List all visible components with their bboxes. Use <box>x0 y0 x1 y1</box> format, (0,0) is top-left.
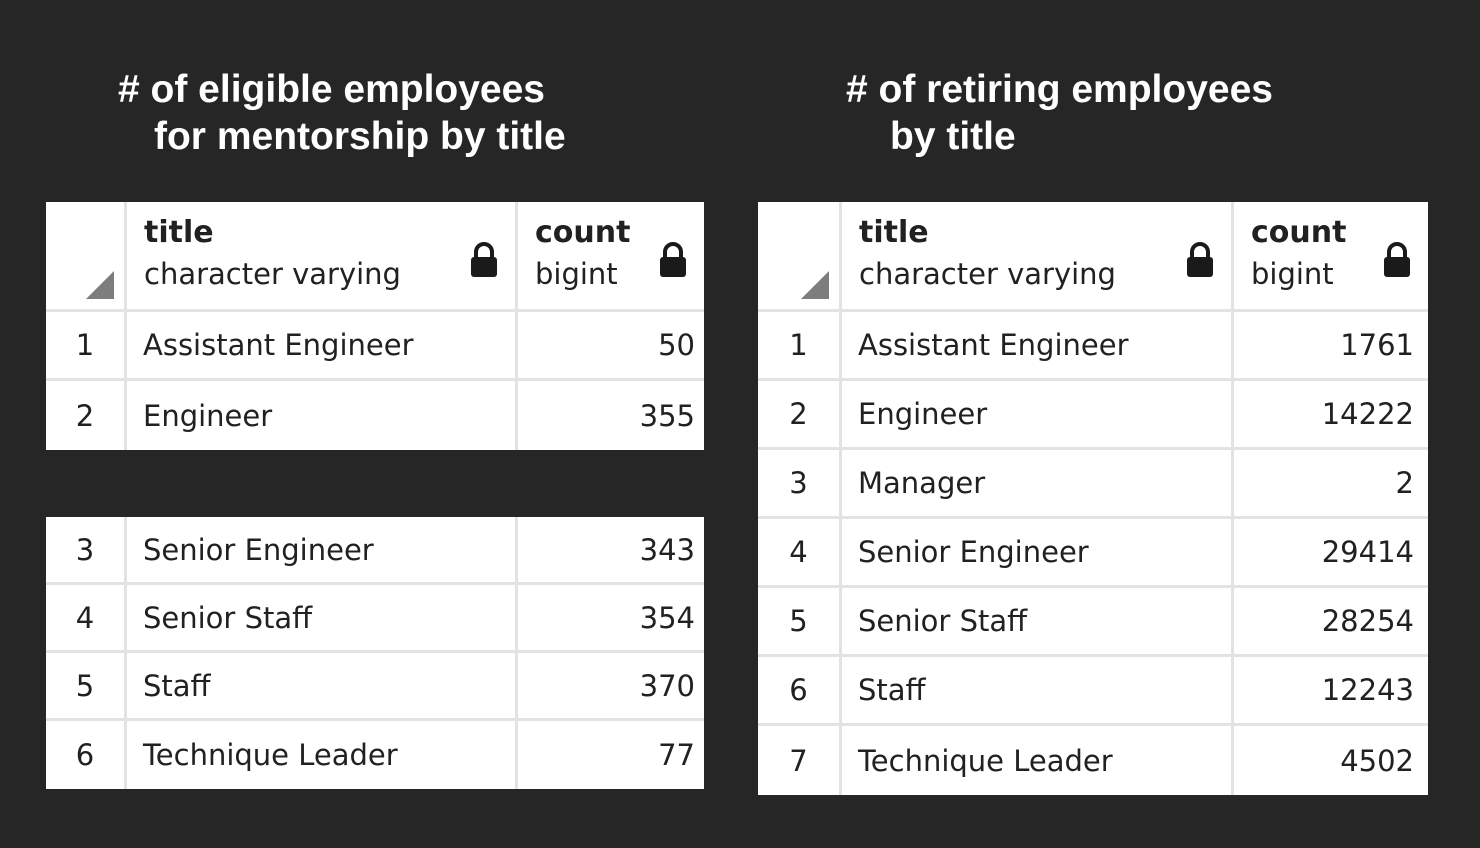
table-row[interactable]: 3 Manager 2 <box>758 450 1428 519</box>
title-cell[interactable]: Technique Leader <box>127 721 518 789</box>
column-type: character varying <box>859 257 1116 291</box>
lock-icon <box>1187 242 1213 277</box>
count-cell[interactable]: 355 <box>639 398 695 433</box>
table-row[interactable]: 3 Senior Engineer 343 <box>46 517 704 585</box>
table-row[interactable]: 1 Assistant Engineer 50 <box>46 312 704 381</box>
row-number: 6 <box>758 657 842 723</box>
table-row[interactable]: 1 Assistant Engineer 1761 <box>758 312 1428 381</box>
count-cell[interactable]: 354 <box>639 600 695 635</box>
table-row[interactable]: 2 Engineer 14222 <box>758 381 1428 450</box>
table-row[interactable]: 2 Engineer 355 <box>46 381 704 450</box>
column-name: title <box>144 215 214 250</box>
row-number: 4 <box>46 585 127 650</box>
column-type: bigint <box>535 257 618 291</box>
column-type: bigint <box>1251 257 1334 291</box>
lock-icon <box>660 242 686 277</box>
count-cell[interactable]: 12243 <box>1321 673 1414 707</box>
table-row[interactable]: 4 Senior Staff 354 <box>46 585 704 653</box>
left-row-number-header[interactable] <box>46 202 127 309</box>
left-results-grid-bottom: 3 Senior Engineer 343 4 Senior Staff 354… <box>46 517 704 789</box>
title-cell[interactable]: Technique Leader <box>842 726 1234 795</box>
right-heading: # of retiring employees by title <box>846 66 1273 160</box>
table-row[interactable]: 6 Staff 12243 <box>758 657 1428 726</box>
title-cell[interactable]: Engineer <box>842 381 1234 447</box>
count-cell[interactable]: 343 <box>639 532 695 567</box>
right-column-header-count[interactable]: count bigint <box>1234 202 1428 309</box>
left-column-header-count[interactable]: count bigint <box>518 202 704 309</box>
title-cell[interactable]: Senior Engineer <box>127 517 518 582</box>
row-number: 1 <box>758 312 842 378</box>
column-type: character varying <box>144 257 401 291</box>
column-name: title <box>859 215 929 250</box>
sort-corner-icon <box>86 271 114 299</box>
row-number: 5 <box>46 653 127 718</box>
left-column-header-title[interactable]: title character varying <box>127 202 518 309</box>
title-cell[interactable]: Staff <box>127 653 518 718</box>
table-row[interactable]: 6 Technique Leader 77 <box>46 721 704 789</box>
row-number: 2 <box>46 381 127 450</box>
row-number: 4 <box>758 519 842 585</box>
left-heading-line-2: for mentorship by title <box>154 115 566 158</box>
title-cell[interactable]: Senior Staff <box>842 588 1234 654</box>
row-number: 3 <box>46 517 127 582</box>
count-cell[interactable]: 50 <box>658 328 695 362</box>
right-row-number-header[interactable] <box>758 202 842 309</box>
left-heading: # of eligible employees for mentorship b… <box>118 66 566 160</box>
table-row[interactable]: 5 Staff 370 <box>46 653 704 721</box>
right-heading-line-1: # of retiring employees <box>846 68 1273 111</box>
left-heading-line-1: # of eligible employees <box>118 68 545 111</box>
title-cell[interactable]: Assistant Engineer <box>842 312 1234 378</box>
title-cell[interactable]: Engineer <box>127 381 518 450</box>
title-cell[interactable]: Senior Staff <box>127 585 518 650</box>
row-number: 6 <box>46 721 127 789</box>
row-number: 7 <box>758 726 842 795</box>
left-results-grid-top: title character varying count bigint 1 A… <box>46 202 704 450</box>
title-cell[interactable]: Staff <box>842 657 1234 723</box>
count-cell[interactable]: 2 <box>1395 466 1414 500</box>
count-cell[interactable]: 370 <box>639 668 695 703</box>
sort-corner-icon <box>801 271 829 299</box>
column-name: count <box>1251 215 1347 250</box>
left-header-row: title character varying count bigint <box>46 202 704 312</box>
right-header-row: title character varying count bigint <box>758 202 1428 312</box>
right-column-header-title[interactable]: title character varying <box>842 202 1234 309</box>
title-cell[interactable]: Senior Engineer <box>842 519 1234 585</box>
count-cell[interactable]: 4502 <box>1340 743 1414 778</box>
count-cell[interactable]: 28254 <box>1321 604 1414 638</box>
column-name: count <box>535 215 631 250</box>
lock-icon <box>471 242 497 277</box>
table-row[interactable]: 5 Senior Staff 28254 <box>758 588 1428 657</box>
count-cell[interactable]: 1761 <box>1340 328 1414 362</box>
right-heading-line-2: by title <box>890 115 1016 158</box>
count-cell[interactable]: 29414 <box>1321 535 1414 569</box>
table-row[interactable]: 4 Senior Engineer 29414 <box>758 519 1428 588</box>
count-cell[interactable]: 14222 <box>1321 397 1414 431</box>
row-number: 3 <box>758 450 842 516</box>
title-cell[interactable]: Manager <box>842 450 1234 516</box>
row-number: 5 <box>758 588 842 654</box>
table-row[interactable]: 7 Technique Leader 4502 <box>758 726 1428 795</box>
title-cell[interactable]: Assistant Engineer <box>127 312 518 378</box>
right-results-grid: title character varying count bigint 1 A… <box>758 202 1428 795</box>
row-number: 1 <box>46 312 127 378</box>
row-number: 2 <box>758 381 842 447</box>
count-cell[interactable]: 77 <box>658 738 695 772</box>
lock-icon <box>1384 242 1410 277</box>
